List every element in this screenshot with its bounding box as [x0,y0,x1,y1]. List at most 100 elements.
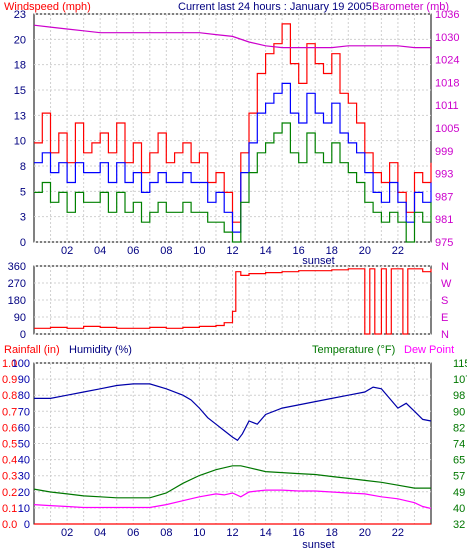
x-tick-label: 08 [160,527,172,539]
x-tick-label: 18 [326,527,338,539]
compass-tick-label: W [441,278,452,290]
x-tick-label: 06 [127,527,139,539]
compass-tick-label: N [441,329,449,341]
rainfall-y-tick-label: 0.0 [2,519,17,531]
barometer-axis-title: Barometer (mb) [372,1,449,13]
direction-y-tick-label: 180 [8,295,26,307]
rainfall-y-tick-label: 0.8 [2,390,17,402]
x-tick-label: 02 [61,245,73,257]
humidity-y-tick-label: 10 [18,503,30,515]
rainfall-y-tick-label: 0.6 [2,422,17,434]
wind-y-tick-label: 0 [20,237,26,249]
humidity-y-tick-label: 100 [12,358,30,370]
rainfall-y-tick-label: 0.3 [2,471,17,483]
barometer-y-tick-label: 1005 [435,123,459,135]
wind-y-tick-label: 23 [14,9,26,21]
x-tick-label: 20 [359,527,371,539]
humidity-y-tick-label: 40 [18,455,30,467]
x-tick-label: 10 [193,527,205,539]
temperature-y-tick-label: 65 [453,455,465,467]
temperature-y-tick-label: 82 [453,422,465,434]
rainfall-y-tick-label: 0.2 [2,487,17,499]
x-tick-label: 04 [94,245,106,257]
humidity-y-tick-label: 80 [18,390,30,402]
temperature-y-tick-label: 98 [453,390,465,402]
wind-y-tick-label: 10 [14,136,26,148]
wind-direction-line [34,268,432,335]
rainfall-y-tick-label: 0.7 [2,406,17,418]
humidity-y-tick-label: 70 [18,406,30,418]
direction-y-tick-label: 0 [20,329,26,341]
x-tick-label: 16 [293,527,305,539]
temperature-y-tick-label: 32 [453,519,465,531]
rainfall-y-tick-label: 0.4 [2,455,17,467]
x-tick-label: 16 [293,245,305,257]
temperature-y-tick-label: 107 [453,374,467,386]
direction-y-tick-label: 270 [8,278,26,290]
rainfall-y-tick-label: 1.0 [2,358,17,370]
x-tick-label: 02 [61,527,73,539]
wind-y-tick-label: 18 [14,60,26,72]
x-tick-label: 12 [226,245,238,257]
direction-y-tick-label: 90 [14,312,26,324]
humidity-y-tick-label: 60 [18,422,30,434]
wind-y-tick-label: 20 [14,34,26,46]
x-tick-label: 22 [392,527,404,539]
humidity-axis-title: Humidity (%) [69,344,132,356]
sunset-label: sunset [302,255,334,267]
barometer-y-tick-label: 1024 [435,55,459,67]
x-tick-label: 10 [193,245,205,257]
compass-tick-label: S [441,295,448,307]
humidity-temperature-plot: 0.0 0 320.1 10 400.2 20 490.3 30 570.4 40 650.5 50 7… [2,358,467,551]
x-tick-label: 06 [127,245,139,257]
windspeed-axis-title: Windspeed (mph) [4,1,91,13]
x-tick-label: 08 [160,245,172,257]
humidity-y-tick-label: 0 [24,519,30,531]
rainfall-y-tick-label: 0.5 [2,439,17,451]
barometer-y-tick-label: 999 [435,146,453,158]
temperature-y-tick-label: 74 [453,439,465,451]
temperature-y-tick-label: 57 [453,471,465,483]
x-tick-label: 04 [94,527,106,539]
x-tick-label: 18 [326,245,338,257]
temperature-y-tick-label: 115 [453,358,467,370]
temperature-y-tick-label: 40 [453,503,465,515]
barometer-y-tick-label: 1036 [435,9,459,21]
humidity-y-tick-label: 90 [18,374,30,386]
temperature-y-tick-label: 49 [453,487,465,499]
x-tick-label: 20 [359,245,371,257]
rainfall-y-tick-label: 0.1 [2,503,17,515]
barometer-y-tick-label: 993 [435,169,453,181]
sunset-label: sunset [302,539,334,551]
humidity-y-tick-label: 50 [18,439,30,451]
compass-tick-label: E [441,312,448,324]
humidity-line [34,383,432,442]
temperature-axis-title: Temperature (°F) [312,344,395,356]
temperature-y-tick-label: 90 [453,406,465,418]
rainfall-axis-title: Rainfall (in) [4,344,60,356]
humidity-y-tick-label: 30 [18,471,30,483]
x-tick-label: 14 [259,527,271,539]
x-tick-label: 14 [259,245,271,257]
x-tick-label: 12 [226,527,238,539]
barometer-y-tick-label: 1011 [435,100,459,112]
barometer-line [33,24,431,49]
wind-y-tick-label: 8 [20,161,26,173]
wind-y-tick-label: 5 [20,186,26,198]
wind-barometer-plot: 0 3 5 8 10 13 15 18 20 23 975 981 987 993 999 1005 1011 1… [14,9,460,267]
barometer-y-tick-label: 975 [435,237,453,249]
barometer-y-tick-label: 1018 [435,77,459,89]
rainfall-y-tick-label: 0.9 [2,374,17,386]
wind-y-tick-label: 13 [14,110,26,122]
dewpoint-axis-title: Dew Point [404,344,454,356]
wind-y-tick-label: 15 [14,85,26,97]
temperature-line [33,465,431,499]
dewpoint-line [33,489,432,510]
chart-period-title: Current last 24 hours : January 19 2005 [178,1,372,13]
direction-y-tick-label: 360 [8,261,26,273]
barometer-y-tick-label: 981 [435,214,453,226]
compass-tick-label: N [441,261,449,273]
